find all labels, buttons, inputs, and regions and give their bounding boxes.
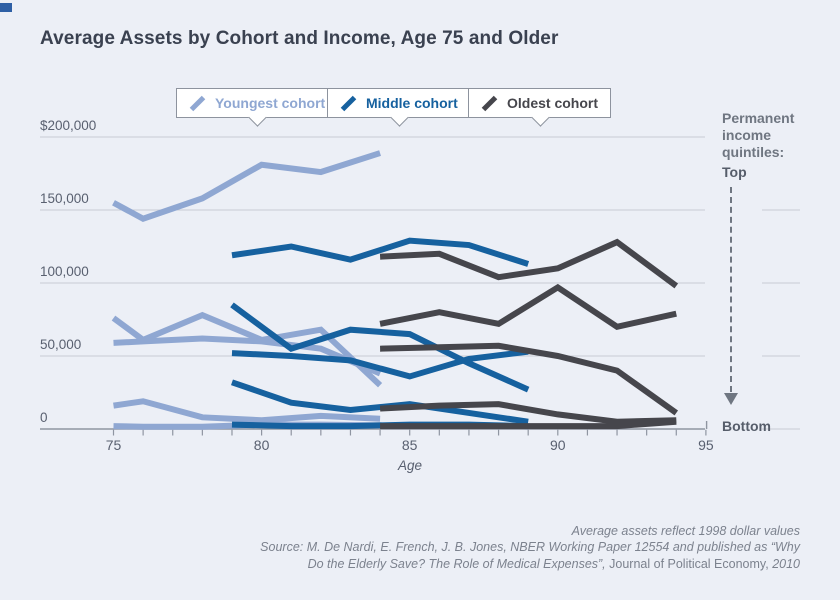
legend-label-oldest: Oldest cohort (507, 95, 599, 111)
y-axis-tick-label: $200,000 (40, 118, 97, 133)
x-axis-tick-label: 95 (698, 437, 714, 453)
series-line:Youngest cohort — top quintile (112, 150, 381, 223)
quintile-heading: Permanent income quintiles: (722, 110, 795, 161)
source-note: Average assets reflect 1998 dollar value… (180, 523, 800, 572)
x-axis-tick-label: 75 (105, 437, 122, 453)
x-axis-tick-label: 90 (550, 437, 566, 453)
series-line:Youngest cohort — 2nd quintile (111, 311, 383, 388)
series-line:Oldest cohort — 2nd quintile (379, 283, 677, 331)
footer-source-line2: Do the Elderly Save? The Role of Medical… (307, 556, 800, 571)
y-axis-tick-label: 0 (40, 410, 48, 425)
y-axis-tick-label: 150,000 (40, 191, 89, 206)
series-line:Oldest cohort — bottom quintile (380, 418, 677, 430)
middle-cohort-line-swatch-icon (340, 95, 357, 111)
footer-source-line1: Source: M. De Nardi, E. French, J. B. Jo… (260, 540, 800, 555)
footer-note: Average assets reflect 1998 dollar value… (571, 524, 800, 538)
series-line:Youngest cohort — 4th quintile (113, 398, 381, 424)
y-axis-tick-label: 100,000 (40, 264, 89, 279)
series-line:Youngest cohort — 3rd quintile (113, 335, 382, 377)
quintile-bottom-label: Bottom (722, 418, 771, 434)
legend-middle-cohort: Middle cohort (327, 88, 471, 127)
quintile-top-label: Top (722, 164, 747, 180)
series-line:Middle cohort — 2nd quintile (230, 302, 530, 393)
y-axis-tick-label: 50,000 (40, 337, 82, 352)
youngest-cohort-line-swatch-icon (189, 95, 206, 111)
oldest-cohort-line-swatch-icon (481, 95, 498, 111)
series-line:Middle cohort — top quintile (231, 237, 530, 267)
legend-oldest-cohort: Oldest cohort (468, 88, 612, 127)
line-chart (40, 136, 800, 436)
series-line:Oldest cohort — top quintile (379, 238, 679, 289)
quintile-arrow-dashed-line (730, 187, 732, 392)
legend-youngest-cohort: Youngest cohort (176, 88, 339, 127)
series-line:Oldest cohort — 3rd quintile (380, 342, 679, 416)
corner-accent-mark (0, 3, 12, 12)
x-axis-tick-label: 85 (401, 437, 418, 453)
arrow-down-icon (724, 393, 738, 405)
page-title: Average Assets by Cohort and Income, Age… (40, 28, 559, 49)
series-line:Oldest cohort — 4th quintile (379, 401, 677, 425)
x-axis-tick-label: 80 (253, 437, 270, 453)
legend-label-middle: Middle cohort (366, 95, 458, 111)
x-axis-title: Age (397, 458, 423, 473)
legend-label-youngest: Youngest cohort (215, 95, 326, 111)
journal-name: Journal of Political Economy, (605, 556, 773, 571)
series-line:Middle cohort — 3rd quintile (231, 348, 529, 380)
